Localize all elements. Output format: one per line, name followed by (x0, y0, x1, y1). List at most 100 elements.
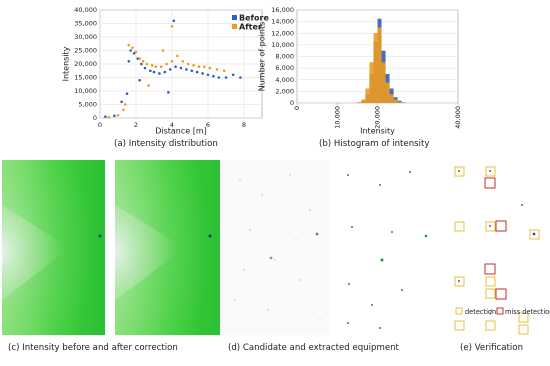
scatter-point (138, 79, 141, 82)
candidate-image (222, 160, 330, 335)
scatter-point (122, 109, 125, 112)
scatter-point (171, 25, 174, 28)
scatter-point (158, 72, 161, 75)
y-tick-label: 30,000 (74, 33, 97, 41)
y-tick-label: 35,000 (74, 20, 97, 28)
scatter-point (113, 115, 116, 118)
scatter-point (203, 65, 206, 68)
scatter-point (147, 84, 150, 87)
y-tick-label: 14,000 (271, 18, 294, 26)
y-axis-label: Number of points (258, 22, 267, 92)
x-axis-label: Intensity (360, 127, 395, 136)
scatter-point (135, 51, 138, 54)
scatter-point (198, 65, 201, 68)
x-tick-label: 2 (134, 121, 138, 129)
y-tick-label: 15,000 (74, 74, 97, 82)
scatter-point (171, 60, 174, 63)
scatter-point (185, 68, 188, 71)
scatter-point (126, 92, 129, 95)
scatter-point (144, 67, 147, 70)
histogram-bar (369, 62, 373, 103)
scatter-point (192, 64, 195, 67)
x-tick-label: 0 (293, 106, 301, 110)
scatter-point (120, 101, 123, 104)
scatter-point (212, 75, 215, 78)
histogram-bar (394, 100, 398, 103)
histogram-bar (357, 102, 361, 103)
scatter-point (182, 60, 185, 63)
x-tick-label: 0 (98, 121, 102, 129)
scatter-point (201, 72, 204, 75)
histogram-bar (373, 33, 377, 103)
scatter-point (153, 71, 156, 74)
histogram-bar (386, 83, 390, 103)
legend-miss-detection: miss detection (505, 308, 550, 316)
y-tick-label: 4,000 (275, 76, 294, 84)
scatter-point (165, 63, 168, 66)
scatter-point (239, 76, 242, 79)
legend-swatch (232, 15, 237, 20)
scatter-point (138, 57, 141, 60)
scatter-point (104, 115, 107, 118)
scatter-point (169, 68, 172, 71)
intensity-image-before (2, 160, 105, 335)
x-tick-label: 20,000 (374, 106, 382, 129)
scatter-point (124, 103, 127, 106)
scatter-point (173, 20, 176, 23)
scatter-point (160, 65, 163, 68)
scatter-point (128, 60, 131, 63)
scatter-point (164, 71, 167, 74)
scatter-point (128, 44, 131, 47)
y-tick-label: 40,000 (74, 6, 97, 14)
scatter-point (216, 68, 219, 71)
histogram-bar (361, 100, 365, 103)
y-tick-label: 25,000 (74, 47, 97, 55)
histogram-bar (378, 27, 382, 103)
scatter-point (129, 49, 132, 52)
intensity-image-after (115, 160, 220, 335)
x-tick-label: 8 (242, 121, 246, 129)
extracted-image (347, 171, 427, 329)
scatter-point (131, 47, 134, 50)
y-tick-label: 0 (93, 114, 97, 122)
scatter-point (142, 60, 145, 63)
scatter-point (155, 65, 158, 68)
scatter-point (174, 65, 177, 68)
scatter-point (209, 67, 212, 70)
legend-swatch (232, 24, 237, 29)
scatter-point (117, 114, 120, 117)
scatter-point (191, 69, 194, 72)
x-tick-label: 10,000 (333, 106, 341, 129)
caption: (c) Intensity before and after correctio… (8, 343, 178, 353)
y-tick-label: 10,000 (271, 41, 294, 49)
scatter-point (207, 74, 210, 77)
y-tick-label: 12,000 (271, 29, 294, 37)
scatter-point (149, 69, 152, 72)
caption: (b) Histogram of intensity (319, 139, 429, 149)
y-tick-label: 8,000 (275, 53, 294, 61)
scatter-point (225, 76, 228, 79)
scatter-point (218, 76, 221, 79)
histogram-bar (382, 62, 386, 103)
y-tick-label: 20,000 (74, 60, 97, 68)
scatter-point (232, 74, 235, 77)
scatter-point (196, 71, 199, 74)
caption: (a) Intensity distribution (114, 139, 218, 149)
y-tick-label: 2,000 (275, 87, 294, 95)
caption: (e) Verification (460, 343, 523, 353)
scatter-point (151, 64, 154, 67)
y-tick-label: 0 (290, 99, 294, 107)
y-tick-label: 6,000 (275, 64, 294, 72)
x-axis-label: Distance [m] (155, 127, 207, 136)
scatter-point (180, 67, 183, 70)
scatter-point (167, 91, 170, 94)
histogram-bar (390, 94, 394, 103)
caption: (d) Candidate and extracted equipment (228, 343, 400, 353)
x-tick-label: 40,000 (454, 106, 462, 129)
y-tick-label: 5,000 (78, 101, 97, 109)
histogram-bar (398, 102, 402, 103)
scatter-point (176, 55, 179, 58)
y-tick-label: 10,000 (74, 87, 97, 95)
scatter-point (223, 69, 226, 72)
